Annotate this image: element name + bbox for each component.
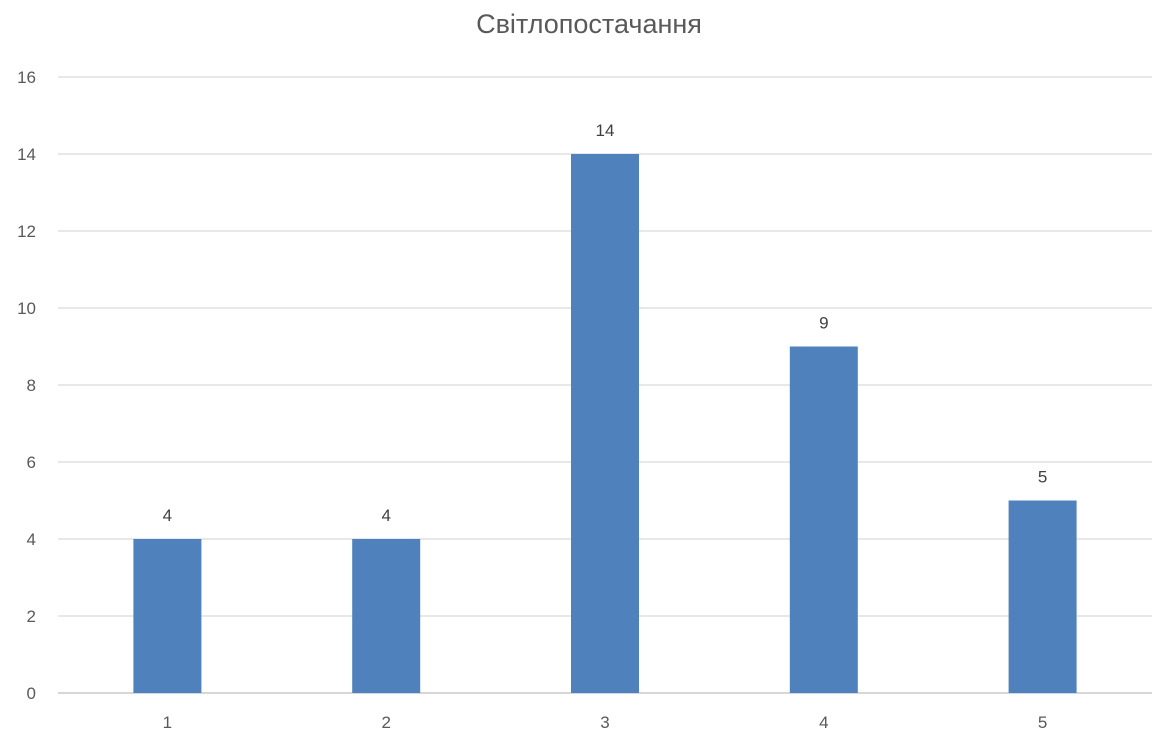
- y-tick-label: 12: [17, 222, 36, 241]
- bar-3: [571, 154, 639, 693]
- x-tick-label-4: 4: [819, 713, 828, 732]
- x-tick-label-2: 2: [381, 713, 390, 732]
- y-tick-label: 8: [27, 376, 36, 395]
- data-label-5: 5: [1038, 468, 1047, 487]
- data-label-1: 4: [163, 506, 172, 525]
- y-tick-label: 4: [27, 530, 36, 549]
- y-axis-ticks: 0 2 4 6 8 10 12 14 16: [17, 68, 36, 703]
- y-tick-label: 14: [17, 145, 36, 164]
- y-tick-label: 2: [27, 607, 36, 626]
- data-labels: 4 4 14 9 5: [163, 121, 1048, 525]
- x-axis-ticks: 1 2 3 4 5: [163, 713, 1048, 732]
- y-tick-label: 10: [17, 299, 36, 318]
- y-tick-label: 16: [17, 68, 36, 87]
- bar-4: [789, 346, 858, 693]
- y-tick-label: 0: [27, 684, 36, 703]
- y-tick-label: 6: [27, 453, 36, 472]
- data-label-2: 4: [381, 506, 390, 525]
- bar-1: [133, 539, 202, 693]
- chart-title: Світлопостачання: [476, 9, 702, 39]
- data-label-3: 14: [596, 121, 615, 140]
- x-tick-label-3: 3: [600, 713, 609, 732]
- x-tick-label-5: 5: [1038, 713, 1047, 732]
- bars: [133, 154, 1077, 693]
- x-tick-label-1: 1: [163, 713, 172, 732]
- bar-5: [1008, 500, 1077, 693]
- data-label-4: 9: [819, 314, 828, 333]
- bar-2: [352, 539, 421, 693]
